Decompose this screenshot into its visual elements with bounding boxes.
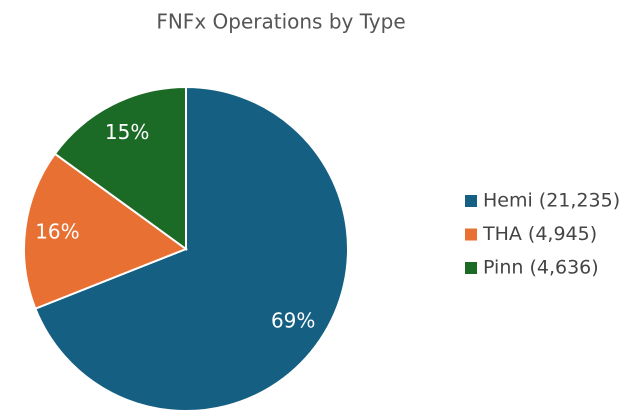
chart-title: FNFx Operations by Type bbox=[156, 10, 405, 34]
data-label: 69% bbox=[271, 308, 315, 332]
pie-slice bbox=[23, 152, 189, 310]
legend-swatch bbox=[465, 228, 477, 241]
legend-label: Hemi (21,235) bbox=[483, 190, 620, 212]
data-label: 16% bbox=[35, 219, 79, 243]
legend-swatch bbox=[465, 195, 477, 207]
legend-label: Pinn (4,636) bbox=[483, 257, 599, 279]
pie-slice bbox=[53, 85, 187, 251]
pie-slice bbox=[34, 85, 349, 412]
legend-label: THA (4,945) bbox=[482, 223, 597, 245]
legend-swatch bbox=[465, 262, 477, 274]
data-label: 15% bbox=[105, 120, 149, 144]
